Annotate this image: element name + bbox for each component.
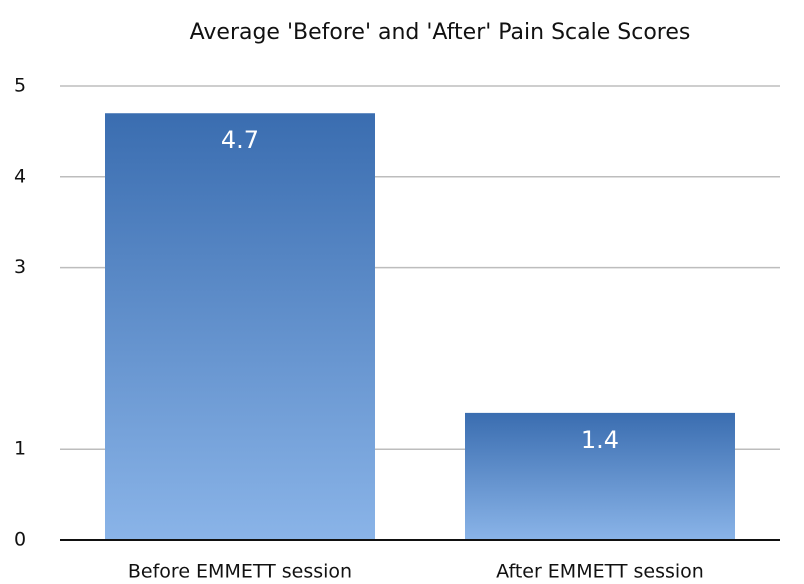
x-tick-label: Before EMMETT session: [128, 561, 352, 583]
data-label: 1.4: [581, 426, 619, 454]
y-tick-label: 1: [14, 438, 26, 460]
x-tick-label: After EMMETT session: [496, 561, 704, 583]
bar: [105, 113, 375, 541]
chart-title: Average 'Before' and 'After' Pain Scale …: [190, 20, 691, 45]
y-tick-label: 4: [14, 165, 26, 187]
bar: [465, 412, 735, 540]
y-tick-label: 3: [14, 256, 26, 278]
y-tick-label: 5: [14, 75, 26, 97]
data-label: 4.7: [221, 126, 259, 154]
y-tick-label: 0: [14, 529, 26, 551]
